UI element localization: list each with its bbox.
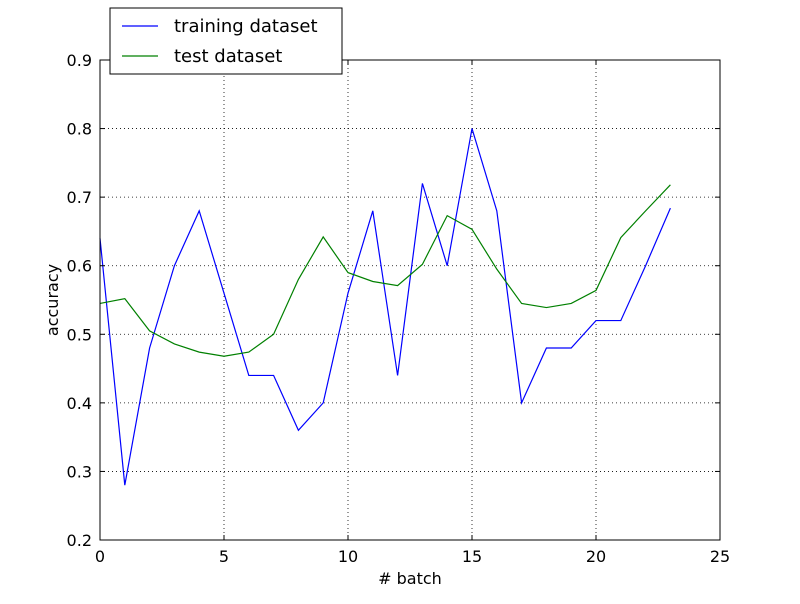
y-tick-label: 0.6 <box>67 257 92 276</box>
y-tick-label: 0.7 <box>67 188 92 207</box>
series-line-training <box>99 128 671 486</box>
x-tick-label: 0 <box>95 547 105 566</box>
legend: training dataset test dataset <box>109 7 343 75</box>
y-tick-label: 0.4 <box>67 394 92 413</box>
legend-label-test: test dataset <box>174 46 282 67</box>
y-tick-label: 0.3 <box>67 462 92 481</box>
series-line-test <box>99 184 671 357</box>
x-tick-label: 20 <box>586 547 606 566</box>
x-tick-label: 25 <box>710 547 730 566</box>
x-tick-label: 10 <box>338 547 358 566</box>
series-lines <box>99 128 671 486</box>
y-tick-label: 0.5 <box>67 325 92 344</box>
y-tick-label: 0.9 <box>67 51 92 70</box>
legend-box <box>109 7 343 75</box>
axis-ticks: 0 5 10 15 20 25 0.2 0.3 0.4 0.5 0.6 0.7 0.8 0.9 <box>67 51 731 566</box>
y-tick-label: 0.8 <box>67 120 92 139</box>
grid-lines <box>100 60 720 540</box>
y-tick-label: 0.2 <box>67 531 92 550</box>
plot-frame <box>99 59 721 541</box>
x-tick-label: 15 <box>462 547 482 566</box>
x-axis-label: # batch <box>378 569 442 588</box>
x-tick-label: 5 <box>219 547 229 566</box>
legend-label-training: training dataset <box>174 16 318 37</box>
y-axis-label: accuracy <box>43 264 62 336</box>
